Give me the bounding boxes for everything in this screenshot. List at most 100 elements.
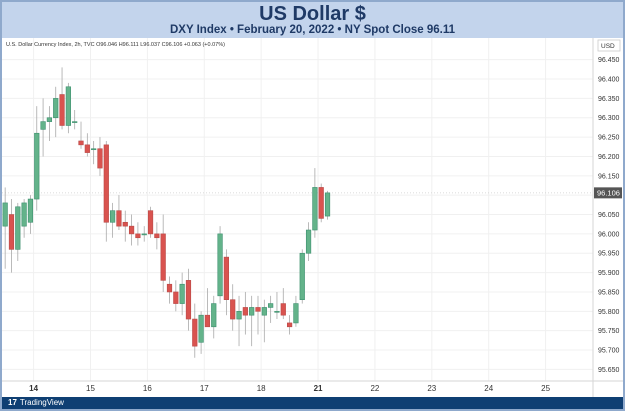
candle-up[interactable] (261, 299, 267, 343)
candle-down[interactable] (103, 140, 109, 242)
y-tick-label: 96.300 (598, 115, 620, 122)
candle-body (84, 144, 90, 153)
candle-up[interactable] (236, 295, 242, 347)
y-tick-label: 96.050 (598, 212, 620, 219)
candle-body (293, 303, 299, 324)
candle-up[interactable] (324, 190, 331, 220)
y-tick-label: 96.200 (598, 154, 620, 161)
candle-body (15, 206, 21, 250)
candle-down[interactable] (135, 222, 141, 246)
candle-up[interactable] (268, 295, 274, 323)
candle-body (286, 322, 293, 328)
tradingview-logo[interactable]: 17 TradingView (8, 398, 64, 407)
candle-up[interactable] (179, 272, 185, 316)
candle-body (103, 144, 109, 223)
candle-body (147, 210, 154, 235)
candle-up[interactable] (110, 202, 116, 238)
candle-up[interactable] (72, 110, 78, 130)
candle-body (179, 283, 185, 304)
candle-down[interactable] (78, 121, 84, 149)
chart-subtitle: DXY Index • February 20, 2022 • NY Spot … (169, 24, 456, 36)
candle-down[interactable] (116, 195, 122, 231)
x-tick-label: 17 (200, 384, 209, 393)
candle-down[interactable] (166, 276, 173, 304)
candle-body (53, 98, 59, 119)
candle-up[interactable] (217, 226, 223, 304)
candle-down[interactable] (122, 210, 128, 242)
candle-down[interactable] (230, 284, 236, 331)
y-tick-label: 96.150 (598, 173, 620, 180)
y-tick-label: 95.650 (598, 367, 620, 374)
candle-body (91, 148, 97, 151)
candle-up[interactable] (15, 202, 21, 261)
candle-up[interactable] (91, 140, 97, 165)
candle-down[interactable] (154, 222, 160, 250)
y-tick-label: 96.350 (598, 96, 620, 103)
candle-up[interactable] (249, 295, 255, 347)
candle-up[interactable] (2, 187, 8, 269)
candle-down[interactable] (173, 280, 179, 312)
candle-down[interactable] (318, 183, 324, 223)
candle-down[interactable] (192, 303, 198, 358)
candle-body (249, 307, 255, 316)
candle-down[interactable] (59, 67, 65, 130)
currency-box[interactable] (597, 39, 621, 52)
candle-body (135, 233, 141, 239)
x-tick-label: 25 (541, 384, 550, 393)
candle-body (192, 318, 198, 347)
candle-down[interactable] (147, 206, 154, 238)
candle-up[interactable] (21, 199, 27, 238)
y-tick-label: 96.450 (598, 57, 620, 64)
candle-body (261, 307, 267, 316)
candle-body (116, 210, 122, 227)
candle-body (318, 187, 324, 219)
candle-body (268, 303, 274, 308)
candle-body (141, 233, 147, 236)
candle-up[interactable] (312, 168, 318, 238)
candle-down[interactable] (255, 295, 261, 335)
y-tick-label: 95.700 (598, 348, 620, 355)
y-tick-label: 95.800 (598, 309, 620, 316)
candle-body (128, 225, 135, 235)
y-tick-label: 95.950 (598, 251, 620, 258)
candle-body (34, 132, 40, 200)
chart-legend: U.S. Dollar Currency Index, 2h, TVC O96.… (6, 42, 225, 48)
candle-down[interactable] (204, 288, 211, 328)
candle-up[interactable] (299, 249, 305, 304)
candle-up[interactable] (40, 98, 46, 157)
candle-down[interactable] (128, 214, 135, 246)
candle-up[interactable] (274, 291, 280, 320)
candle-up[interactable] (27, 195, 34, 234)
y-tick-label: 95.750 (598, 328, 620, 335)
candle-up[interactable] (34, 106, 40, 211)
candle-down[interactable] (223, 249, 229, 316)
y-tick-label: 96.400 (598, 77, 620, 84)
x-tick-label: 16 (143, 384, 152, 393)
candle-down[interactable] (97, 137, 103, 176)
candle-down[interactable] (185, 268, 192, 331)
candle-body (65, 86, 71, 126)
candle-body (40, 121, 46, 130)
candle-up[interactable] (211, 295, 217, 339)
candle-up[interactable] (46, 106, 53, 141)
candle-body (299, 252, 305, 301)
candle-up[interactable] (65, 82, 71, 134)
y-tick-label: 95.850 (598, 289, 620, 296)
candle-up[interactable] (53, 86, 59, 138)
last-price-background (594, 187, 622, 199)
candle-up[interactable] (198, 311, 204, 354)
candle-down[interactable] (286, 315, 293, 335)
candle-up[interactable] (141, 226, 147, 242)
candle-down[interactable] (160, 214, 166, 292)
candle-down[interactable] (8, 199, 15, 273)
candle-body (166, 283, 173, 293)
candle-body (2, 202, 8, 227)
candlestick-chart[interactable]: 96.450 96.400 96.350 96.300 96.250 96.200 96.1… (2, 38, 623, 399)
candle-down[interactable] (242, 291, 248, 335)
candle-up[interactable] (305, 222, 312, 261)
candle-down[interactable] (84, 133, 90, 157)
candle-up[interactable] (293, 295, 299, 327)
candle-down[interactable] (280, 288, 286, 320)
x-tick-label: 23 (427, 384, 436, 393)
